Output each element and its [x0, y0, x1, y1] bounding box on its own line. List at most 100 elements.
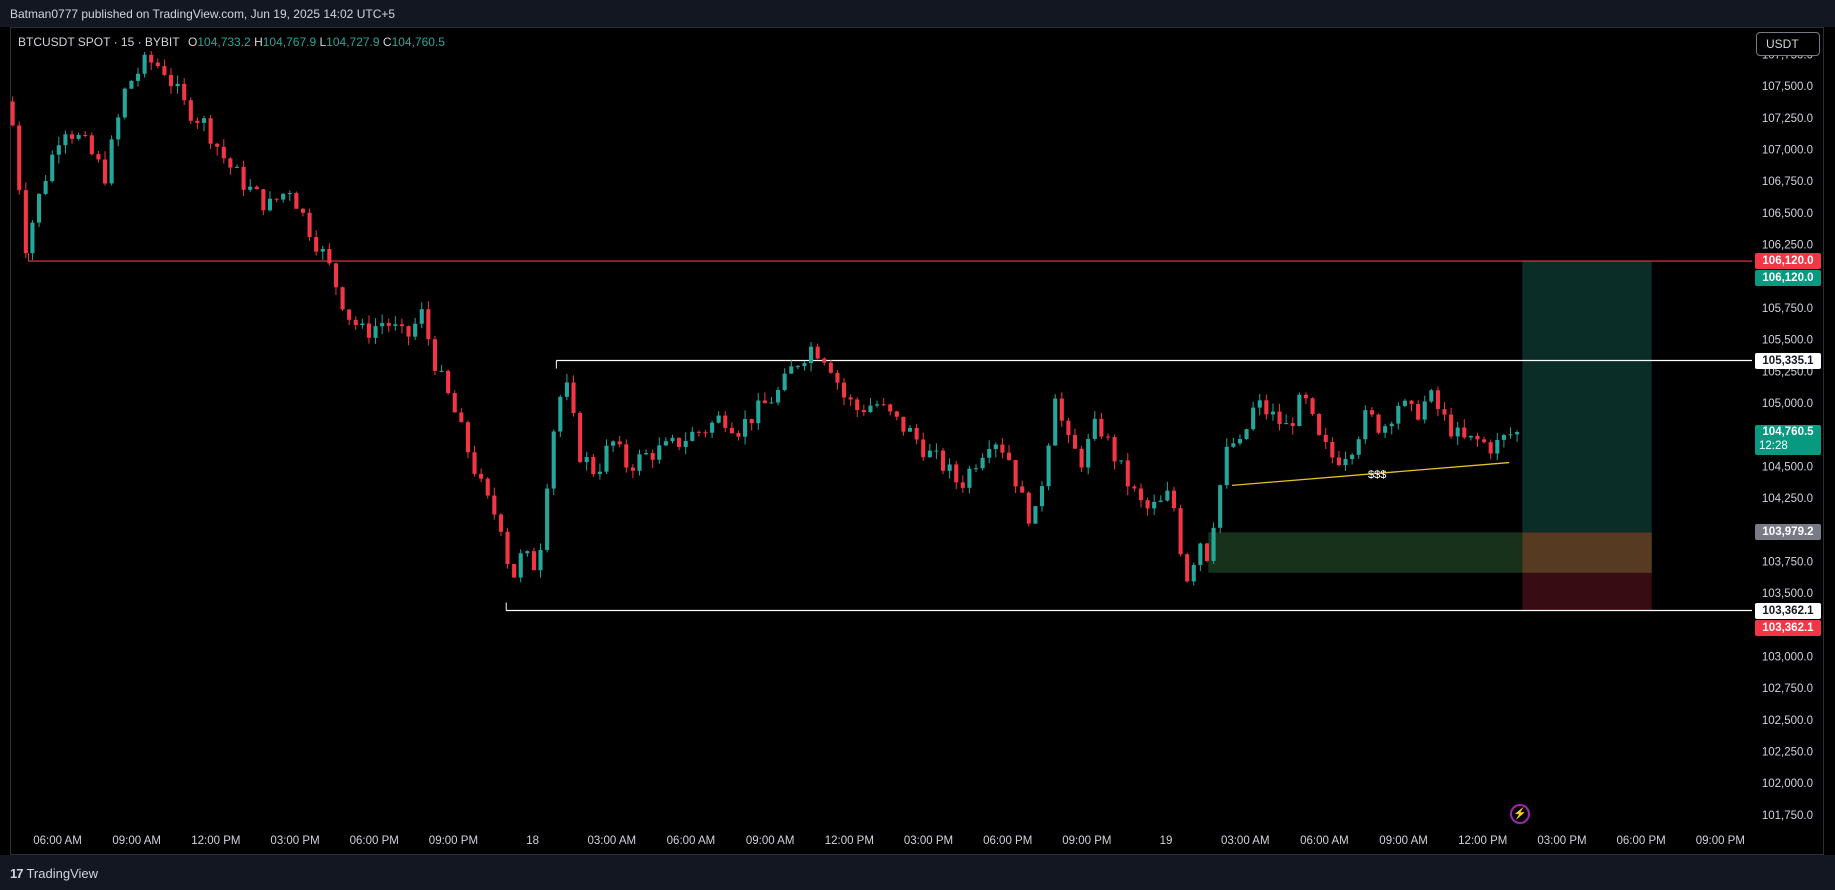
- candle-body: [63, 134, 68, 146]
- candle-body: [287, 193, 292, 195]
- symbol-title[interactable]: BTCUSDT SPOT · 15 · BYBIT: [18, 35, 180, 49]
- x-tick-label: 03:00 PM: [270, 835, 319, 847]
- y-tick-label: 107,000.0: [1762, 145, 1813, 157]
- candle-body: [492, 495, 497, 515]
- candle-body: [1211, 527, 1216, 561]
- y-tick-label: 104,250.0: [1762, 493, 1813, 505]
- candle-body: [571, 382, 576, 413]
- candle-body: [1475, 435, 1480, 440]
- y-tick-label: 105,750.0: [1762, 303, 1813, 315]
- candle-body: [973, 468, 979, 470]
- candle-body: [320, 248, 325, 252]
- candle-body: [657, 445, 662, 460]
- candle-body: [597, 471, 602, 475]
- candle-body: [76, 135, 81, 139]
- candle-body: [1257, 400, 1262, 408]
- candle-body: [43, 181, 48, 194]
- x-tick-label: 03:00 PM: [1537, 835, 1586, 847]
- candle-body: [69, 134, 75, 139]
- candle-body: [1185, 554, 1190, 582]
- candle-body: [630, 467, 635, 471]
- profit-zone: [1522, 261, 1652, 533]
- candle-body: [1330, 441, 1335, 458]
- candlestick-chart[interactable]: $$$ 101,750.0 102,000.0 102,250.0 102,500.0 1…: [0, 27, 1835, 855]
- candle-body: [373, 326, 378, 338]
- candle-body: [729, 427, 734, 434]
- brand-name: TradingView: [26, 866, 99, 881]
- candle-body: [980, 457, 985, 469]
- candle-body: [1515, 432, 1520, 435]
- price-label: 105,335.1: [1755, 352, 1821, 369]
- price-label: 103,362.1: [1755, 602, 1821, 619]
- candle-body: [1482, 439, 1487, 443]
- candle-body: [36, 193, 42, 223]
- lightning-icon[interactable]: ⚡: [1510, 804, 1530, 824]
- candle-body: [1079, 448, 1084, 468]
- candle-body: [1138, 488, 1144, 501]
- candle-body: [1376, 414, 1381, 433]
- candle-body: [254, 186, 259, 190]
- candle-body: [1152, 501, 1157, 509]
- candle-body: [1020, 486, 1025, 493]
- candle-body: [650, 453, 655, 460]
- y-tick-label: 107,500.0: [1762, 81, 1813, 93]
- candle-body: [716, 415, 721, 423]
- candle-body: [967, 468, 972, 488]
- candle-body: [815, 346, 820, 359]
- candle-body: [122, 88, 127, 118]
- candle-body: [1369, 410, 1374, 415]
- x-tick-label: 06:00 PM: [350, 835, 399, 847]
- candle-body: [1204, 543, 1210, 561]
- candle-body: [1495, 439, 1500, 454]
- y-tick-label: 106,750.0: [1762, 176, 1813, 188]
- candle-body: [465, 422, 470, 453]
- candle-body: [1158, 500, 1163, 502]
- candle-body: [1218, 485, 1223, 528]
- trendline-label: $$$: [1368, 469, 1386, 481]
- y-tick-label: 107,250.0: [1762, 113, 1813, 125]
- x-tick-label: 12:00 PM: [1458, 835, 1507, 847]
- candle-body: [380, 323, 385, 327]
- candle-body: [842, 382, 847, 398]
- candle-body: [50, 154, 55, 182]
- candle-body: [294, 193, 299, 209]
- candle-body: [479, 473, 484, 479]
- y-tick-label: 102,500.0: [1762, 715, 1813, 727]
- candle-body: [1435, 390, 1440, 410]
- candle-body: [934, 450, 939, 452]
- candle-body: [512, 564, 517, 578]
- candle-body: [135, 73, 141, 81]
- candle-body: [17, 125, 22, 191]
- candle-body: [644, 453, 649, 455]
- candle-body: [525, 551, 530, 554]
- candle-body: [1039, 486, 1045, 507]
- candle-body: [182, 83, 187, 101]
- candle-body: [1231, 443, 1236, 447]
- candle-body: [1237, 439, 1243, 444]
- candle-body: [1119, 460, 1124, 462]
- footer-bar: [0, 855, 1835, 890]
- currency-button[interactable]: USDT: [1756, 32, 1820, 56]
- price-label: 106,120.0: [1755, 253, 1821, 270]
- x-tick-label: 06:00 PM: [983, 835, 1032, 847]
- candle-body: [1264, 400, 1269, 415]
- candle-body: [677, 437, 682, 447]
- candle-body: [545, 488, 550, 550]
- candle-body: [663, 441, 668, 446]
- candle-body: [1462, 427, 1467, 438]
- candle-body: [505, 531, 510, 565]
- candle-body: [1132, 486, 1137, 489]
- candle-body: [947, 464, 952, 471]
- y-tick-label: 102,000.0: [1762, 778, 1813, 790]
- candle-body: [221, 146, 226, 159]
- ohlc-values: O104,733.2 H104,767.9 L104,727.9 C104,76…: [188, 35, 445, 49]
- candle-body: [300, 208, 306, 213]
- candle-body: [1416, 403, 1421, 420]
- publisher-info: Batman0777 published on TradingView.com,…: [10, 7, 396, 21]
- tradingview-brand[interactable]: 17 TradingView: [10, 866, 98, 881]
- candle-body: [1086, 438, 1091, 468]
- candle-body: [399, 324, 404, 327]
- candle-body: [1251, 407, 1256, 430]
- liquidity-trendline: [1231, 461, 1510, 486]
- candle-body: [195, 120, 200, 123]
